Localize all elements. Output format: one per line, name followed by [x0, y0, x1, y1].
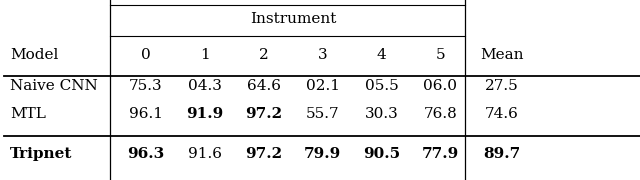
- Text: 06.0: 06.0: [423, 78, 458, 93]
- Text: 91.9: 91.9: [186, 107, 223, 121]
- Text: 96.1: 96.1: [129, 107, 163, 121]
- Text: Mean: Mean: [480, 48, 524, 62]
- Text: 04.3: 04.3: [188, 78, 221, 93]
- Text: 75.3: 75.3: [129, 78, 163, 93]
- Text: 97.2: 97.2: [245, 107, 282, 121]
- Text: 64.6: 64.6: [246, 78, 281, 93]
- Text: 27.5: 27.5: [485, 78, 518, 93]
- Text: 77.9: 77.9: [422, 147, 459, 161]
- Text: 02.1: 02.1: [305, 78, 340, 93]
- Text: 55.7: 55.7: [306, 107, 339, 121]
- Text: Naive CNN: Naive CNN: [10, 78, 98, 93]
- Text: 79.9: 79.9: [304, 147, 341, 161]
- Text: 97.2: 97.2: [245, 147, 282, 161]
- Text: 5: 5: [435, 48, 445, 62]
- Text: 1: 1: [200, 48, 210, 62]
- Text: 2: 2: [259, 48, 269, 62]
- Text: 0: 0: [141, 48, 151, 62]
- Text: 76.8: 76.8: [424, 107, 457, 121]
- Text: 4: 4: [376, 48, 387, 62]
- Text: Model: Model: [10, 48, 59, 62]
- Text: Instrument: Instrument: [250, 12, 336, 26]
- Text: 96.3: 96.3: [127, 147, 164, 161]
- Text: Tripnet: Tripnet: [10, 147, 72, 161]
- Text: 89.7: 89.7: [483, 147, 520, 161]
- Text: 91.6: 91.6: [188, 147, 222, 161]
- Text: 74.6: 74.6: [485, 107, 518, 121]
- Text: 30.3: 30.3: [365, 107, 398, 121]
- Text: 3: 3: [317, 48, 328, 62]
- Text: 90.5: 90.5: [363, 147, 400, 161]
- Text: 05.5: 05.5: [365, 78, 398, 93]
- Text: MTL: MTL: [10, 107, 46, 121]
